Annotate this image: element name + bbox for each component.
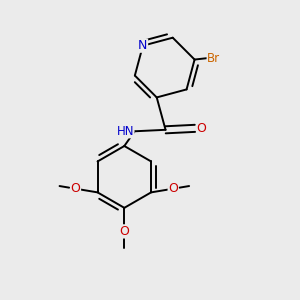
Text: O: O <box>196 122 206 135</box>
Text: O: O <box>119 225 129 238</box>
Text: HN: HN <box>116 125 134 138</box>
Text: O: O <box>168 182 178 195</box>
Text: N: N <box>138 39 148 52</box>
Text: Br: Br <box>207 52 220 64</box>
Text: O: O <box>70 182 80 195</box>
